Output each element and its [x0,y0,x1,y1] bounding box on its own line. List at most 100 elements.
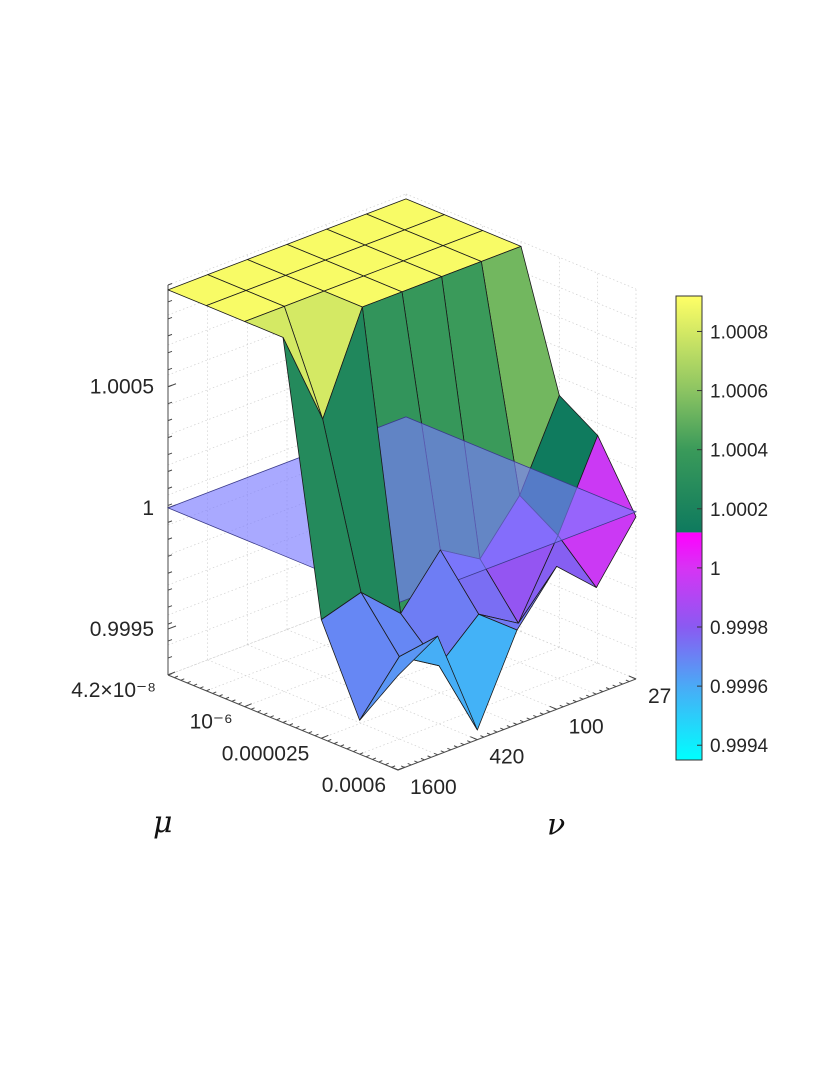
grid-line [405,193,637,290]
colorbar-frame [675,295,703,761]
z-minor-tick [167,520,173,523]
nu-minor-tick [394,768,399,771]
nu-minor-tick [407,762,412,766]
colorbar-high-segment [676,296,702,533]
mu-minor-tick [282,720,287,723]
mu-minor-tick [353,749,357,752]
mu-minor-tick [174,675,179,679]
mu-minor-tick [225,696,230,700]
mu-minor-tick [212,691,217,694]
nu-minor-tick [480,735,485,738]
mu-tick-label: 10⁻⁶ [190,711,233,734]
axes [167,283,637,771]
mu-minor-tick [263,712,268,716]
nu-minor-tick [519,720,524,723]
mu-minor-tick [301,728,306,731]
z-minor-tick [167,588,173,591]
z-minor-tick [167,571,173,574]
nu-minor-tick [460,742,465,746]
z-minor-tick [167,299,173,303]
mu-minor-tick [193,683,198,687]
mu-minor-tick [397,768,402,771]
z-minor-tick [167,418,173,422]
mu-minor-tick [289,723,294,726]
mu-minor-tick [276,717,281,721]
surface-face [359,635,439,721]
mu-minor-tick [365,754,370,758]
mu-minor-tick [206,688,211,692]
nu-minor-tick [526,717,531,720]
mu-tick-label: 0.0006 [322,774,386,797]
nu-minor-tick [427,755,432,758]
mu-minor-tick [321,736,326,739]
mu-minor-tick [199,686,204,689]
nu-axis-label: ν [547,808,565,843]
nu-minor-tick [625,679,630,682]
nu-minor-tick [599,689,604,693]
z-minor-tick [167,350,173,354]
nu-minor-tick [467,740,471,743]
z-minor-tick [167,605,173,608]
mu-minor-tick [218,694,223,697]
z-minor-tick [167,639,173,642]
mu-minor-tick [238,702,242,705]
nu-minor-tick [513,722,518,725]
colorbar-tick-label: 1 [710,559,721,580]
nu-minor-tick [506,725,511,728]
mu-minor-tick [378,760,383,763]
nu-minor-tick [453,745,458,748]
mu-minor-tick [270,715,274,718]
z-tick-label: 0.9995 [90,618,154,641]
nu-tick-label: 1600 [410,776,457,799]
mu-minor-tick [180,678,185,681]
z-minor-tick [167,333,173,337]
nu-minor-tick [414,760,419,763]
z-tick-label: 1.0005 [90,376,154,399]
grid-line [244,615,483,707]
nu-minor-tick [447,747,452,751]
z-minor-tick [167,503,173,506]
mu-minor-tick [327,739,332,742]
nu-minor-tick [612,684,617,688]
mu-minor-tick [340,744,345,747]
colorbar-tick-label: 0.9998 [710,618,768,639]
z-minor-tick [167,283,173,286]
nu-minor-tick [572,699,577,703]
mu-minor-tick [308,731,313,734]
z-minor-tick [167,537,173,540]
mu-minor-tick [167,673,172,676]
z-minor-tick [167,452,173,456]
nu-minor-tick [533,714,538,718]
nu-minor-tick [500,727,504,731]
nu-tick-label: 27 [648,685,671,708]
colorbar-tick-label: 1.0002 [710,500,768,521]
z-minor-tick [167,554,173,557]
z-tick-label: 1 [142,497,154,520]
nu-minor-tick [546,709,551,713]
nu-minor-tick [473,737,478,741]
nu-minor-tick [586,694,590,698]
z-minor-tick [167,622,173,625]
nu-minor-tick [433,752,438,756]
z-minor-tick [167,316,173,320]
tick-labels: μ ν 0.9995 1 1.0005 4.2×10⁻⁸ 10⁻⁶ 0.000025 0.0… [71,376,671,843]
grid-line [167,193,407,286]
z-minor-tick [167,401,173,405]
nu-minor-tick [552,707,557,710]
z-minor-tick [167,384,173,388]
nu-tick-label: 100 [569,715,604,738]
surface-plot [166,198,638,731]
mu-tick-label: 4.2×10⁻⁸ [71,679,156,702]
grid-line [207,659,438,756]
nu-minor-tick [486,732,491,736]
nu-minor-tick [440,750,445,753]
colorbar-tick-label: 0.9996 [710,677,768,698]
mu-minor-tick [186,680,191,684]
colorbar: 0.9994 0.9996 0.9998 1 1.0002 1.0004 1.0006 1.0… [675,295,769,761]
colorbar-tick-label: 1.0006 [710,382,768,403]
mu-minor-tick [372,757,377,760]
nu-minor-tick [632,677,637,680]
z-minor-tick [167,486,173,489]
mu-minor-tick [231,699,236,702]
mu-minor-tick [295,725,300,729]
